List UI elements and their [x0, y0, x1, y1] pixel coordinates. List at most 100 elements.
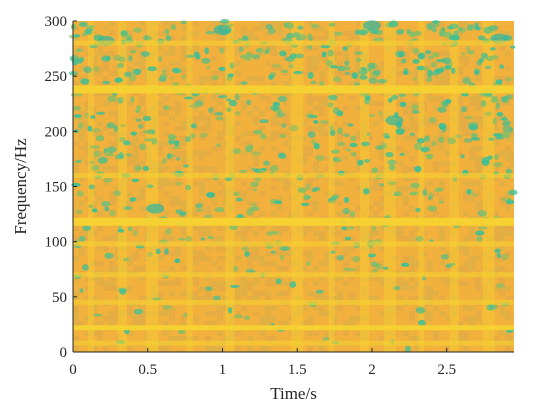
- heatmap-cell: [361, 226, 367, 231]
- heatmap-cell: [403, 186, 409, 191]
- heatmap-cell: [181, 336, 187, 341]
- heatmap-cell: [481, 186, 487, 191]
- heatmap-cell: [169, 91, 175, 96]
- heatmap-speck: [281, 123, 287, 128]
- heatmap-cell: [487, 101, 493, 106]
- heatmap-cell: [235, 121, 241, 126]
- heatmap-cell: [481, 286, 487, 291]
- heatmap-cell: [463, 266, 469, 271]
- heatmap-speck: [200, 237, 206, 241]
- heatmap-cell: [271, 176, 277, 181]
- heatmap-cell: [289, 196, 295, 201]
- heatmap-cell: [511, 296, 514, 301]
- heatmap-speck: [370, 29, 379, 35]
- heatmap-speck: [241, 35, 249, 42]
- heatmap-speck: [69, 55, 79, 62]
- heatmap-cell: [193, 211, 199, 216]
- heatmap-cell: [391, 66, 397, 71]
- heatmap-cell: [85, 51, 91, 56]
- bright-band: [73, 340, 514, 346]
- heatmap-cell: [319, 261, 325, 266]
- heatmap-speck: [117, 97, 124, 104]
- heatmap-cell: [499, 236, 505, 241]
- y-tick-label: 150: [45, 180, 68, 196]
- heatmap-speck: [307, 44, 313, 50]
- heatmap-cell: [73, 226, 79, 231]
- heatmap-speck: [312, 186, 321, 192]
- heatmap-cell: [175, 336, 181, 341]
- heatmap-speck: [195, 54, 201, 60]
- heatmap-cell: [97, 211, 103, 216]
- heatmap-cell: [211, 286, 217, 291]
- heatmap-speck: [245, 57, 251, 62]
- heatmap-cell: [397, 61, 403, 66]
- heatmap-cell: [115, 231, 121, 236]
- heatmap-cell: [355, 156, 361, 161]
- heatmap-cell: [349, 71, 355, 76]
- heatmap-cell: [409, 336, 415, 341]
- heatmap-speck: [411, 104, 419, 111]
- heatmap-cell: [379, 261, 385, 266]
- heatmap-cell: [169, 61, 175, 66]
- heatmap-speck: [275, 278, 282, 284]
- heatmap-cell: [193, 21, 199, 26]
- heatmap-cell: [229, 191, 235, 196]
- heatmap-cell: [475, 156, 481, 161]
- heatmap-cell: [427, 291, 433, 296]
- heatmap-cell: [307, 101, 313, 106]
- heatmap-cell: [301, 191, 307, 196]
- heatmap-speck: [182, 312, 188, 318]
- heatmap-speck: [90, 115, 96, 119]
- heatmap-speck: [83, 66, 92, 73]
- heatmap-cell: [289, 231, 295, 236]
- heatmap-cell: [259, 261, 265, 266]
- heatmap-speck: [136, 105, 141, 112]
- heatmap-cell: [493, 176, 499, 181]
- heatmap-cell: [139, 21, 145, 26]
- heatmap-cell: [79, 251, 85, 256]
- heatmap-speck: [336, 110, 344, 117]
- heatmap-speck: [438, 200, 445, 204]
- heatmap-cell: [463, 261, 469, 266]
- heatmap-cell: [373, 296, 379, 301]
- heatmap-cell: [247, 166, 253, 171]
- heatmap-cell: [193, 166, 199, 171]
- heatmap-cell: [391, 191, 397, 196]
- heatmap-cell: [475, 101, 481, 106]
- heatmap-cell: [193, 336, 199, 341]
- heatmap-cell: [109, 276, 115, 281]
- heatmap-cell: [211, 91, 217, 96]
- heatmap-cell: [451, 276, 457, 281]
- heatmap-speck: [502, 121, 510, 127]
- heatmap-cell: [355, 36, 361, 41]
- heatmap-cell: [229, 161, 235, 166]
- heatmap-cell: [163, 236, 169, 241]
- heatmap-cell: [205, 226, 211, 231]
- heatmap-cell: [385, 141, 391, 146]
- heatmap-cell: [475, 191, 481, 196]
- heatmap-cell: [373, 231, 379, 236]
- heatmap-cell: [319, 96, 325, 101]
- heatmap-speck: [131, 178, 140, 183]
- heatmap-cell: [397, 46, 403, 51]
- heatmap-cell: [235, 231, 241, 236]
- heatmap-cell: [463, 56, 469, 61]
- heatmap-cell: [241, 306, 247, 311]
- heatmap-cell: [331, 231, 337, 236]
- heatmap-cell: [379, 336, 385, 341]
- heatmap-speck: [319, 119, 329, 124]
- heatmap-cell: [139, 161, 145, 166]
- heatmap-speck: [281, 69, 289, 74]
- heatmap-cell: [445, 251, 451, 256]
- heatmap-cell: [277, 291, 283, 296]
- heatmap-speck: [358, 70, 368, 75]
- heatmap-cell: [181, 46, 187, 51]
- heatmap-cell: [451, 246, 457, 251]
- heatmap-cell: [511, 36, 514, 41]
- y-tick-label: 100: [45, 235, 68, 251]
- heatmap-cell: [307, 61, 313, 66]
- heatmap-cell: [505, 146, 511, 151]
- heatmap-cell: [265, 96, 271, 101]
- heatmap-speck: [444, 98, 452, 104]
- heatmap-cell: [439, 96, 445, 101]
